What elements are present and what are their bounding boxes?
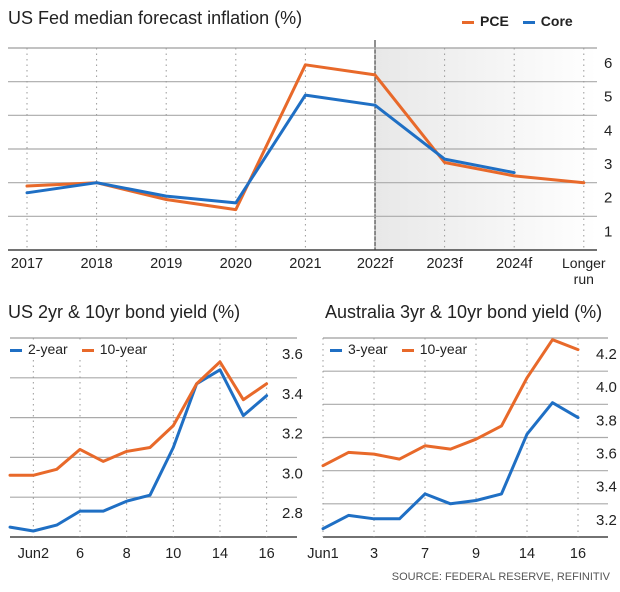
series-line-core bbox=[25, 93, 516, 205]
legend-label: 10-year bbox=[99, 341, 148, 357]
y-tick-label: 4.2 bbox=[596, 346, 617, 363]
y-tick-label: 3.2 bbox=[282, 426, 303, 443]
chart2-title: US 2yr & 10yr bond yield (%) bbox=[8, 302, 241, 322]
x-tick-label: 2019 bbox=[150, 256, 182, 272]
y-tick-label: 1 bbox=[604, 223, 612, 240]
legend-item-10yr: 10-year bbox=[81, 341, 148, 357]
y-tick-label: 5 bbox=[604, 89, 612, 106]
y-tick-label: 3.8 bbox=[596, 412, 617, 429]
x-tick-label: 8 bbox=[123, 546, 131, 562]
legend-label: 3-year bbox=[348, 341, 388, 357]
source-note: SOURCE: FEDERAL RESERVE, REFINITIV bbox=[391, 571, 610, 583]
x-tick-label: 16 bbox=[570, 546, 586, 562]
chart3-legend: 3-year 10-year bbox=[330, 341, 472, 357]
x-tick-label: 3 bbox=[370, 546, 378, 562]
chart3-title: Australia 3yr & 10yr bond yield (%) bbox=[325, 302, 603, 322]
legend-item-3yr: 3-year bbox=[330, 341, 388, 357]
x-tick-label: 2018 bbox=[80, 256, 112, 272]
y-tick-label: 4.0 bbox=[596, 379, 617, 396]
x-tick-label: 2021 bbox=[289, 256, 321, 272]
x-tick-label: Jun2 bbox=[18, 546, 49, 562]
x-tick-label: 7 bbox=[421, 546, 429, 562]
x-tick-label: run bbox=[574, 271, 594, 287]
x-tick-label: 16 bbox=[259, 546, 275, 562]
chart2-legend: 2-year 10-year bbox=[10, 341, 152, 357]
legend-label: 10-year bbox=[419, 341, 468, 357]
x-tick-label: 2023f bbox=[426, 256, 463, 272]
x-tick-label: Jun1 bbox=[307, 546, 338, 562]
x-tick-label: 14 bbox=[212, 546, 228, 562]
legend-item-10yr: 10-year bbox=[401, 341, 468, 357]
chart-2: 2.8 3.0 3.2 3.4 3.6 Jun2 6 8 10 14 16 bbox=[8, 337, 303, 562]
x-tick-label: 6 bbox=[76, 546, 84, 562]
legend-label: Core bbox=[540, 13, 573, 29]
y-tick-label: 3.6 bbox=[282, 346, 303, 363]
chart-3: 3.2 3.4 3.6 3.8 4.0 4.2 Jun1 3 7 9 14 16 bbox=[307, 337, 617, 562]
x-tick-label: 2024f bbox=[496, 256, 533, 272]
y-tick-label: 2 bbox=[604, 190, 612, 207]
x-tick-label: 2017 bbox=[11, 256, 43, 272]
chart1-legend: PCE Core bbox=[462, 13, 573, 29]
x-tick-label: 2020 bbox=[220, 256, 252, 272]
y-tick-label: 3.4 bbox=[282, 386, 303, 403]
y-tick-label: 4 bbox=[604, 122, 612, 139]
x-tick-label: 10 bbox=[165, 546, 181, 562]
x-tick-label: 9 bbox=[472, 546, 480, 562]
y-tick-label: 2.8 bbox=[282, 505, 303, 522]
series-line-2-year bbox=[8, 368, 269, 533]
y-tick-label: 3 bbox=[604, 156, 612, 173]
legend-label: 2-year bbox=[28, 341, 68, 357]
y-tick-label: 3.0 bbox=[282, 465, 303, 482]
x-tick-label: 14 bbox=[519, 546, 535, 562]
y-tick-label: 3.2 bbox=[596, 512, 617, 529]
x-tick-label: Longer bbox=[562, 255, 606, 271]
chart-1: 1 2 3 4 5 6 2017 2018 2019 2020 2021 2022f 2023f 2024… bbox=[8, 40, 612, 287]
legend-item-pce: PCE bbox=[462, 13, 509, 29]
x-tick-label: 2022f bbox=[357, 256, 394, 272]
legend-label: PCE bbox=[480, 13, 509, 29]
y-tick-label: 3.4 bbox=[596, 479, 617, 496]
legend-item-core: Core bbox=[522, 13, 573, 29]
series-line-10-year bbox=[321, 338, 580, 468]
y-tick-label: 6 bbox=[604, 55, 612, 72]
series-line-10-year bbox=[8, 360, 269, 477]
legend-item-2yr: 2-year bbox=[10, 341, 68, 357]
y-tick-label: 3.6 bbox=[596, 446, 617, 463]
series-line-3-year bbox=[321, 401, 580, 531]
chart1-title: US Fed median forecast inflation (%) bbox=[8, 8, 303, 28]
